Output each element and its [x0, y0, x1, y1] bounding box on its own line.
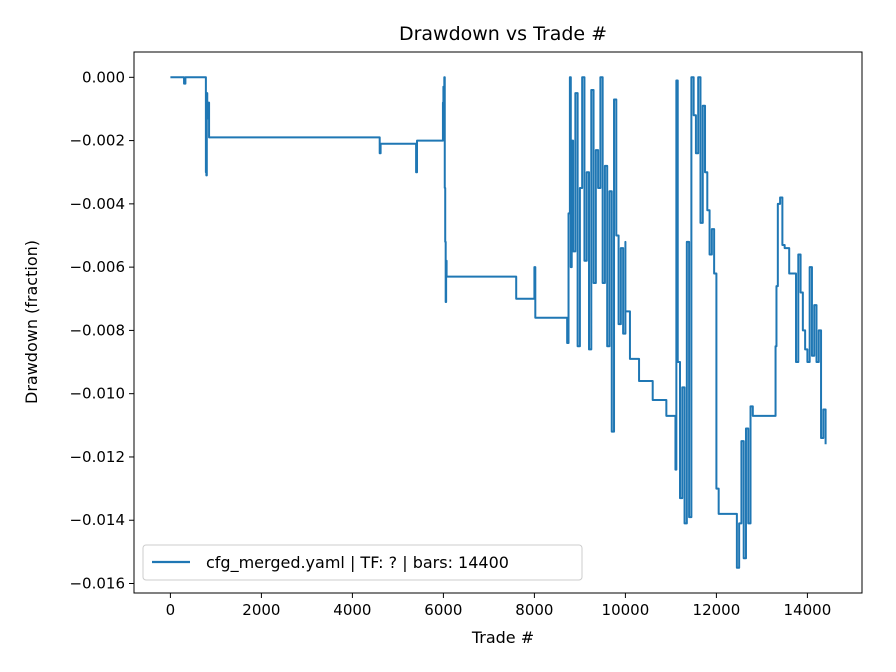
plot-background [134, 52, 862, 593]
chart-title: Drawdown vs Trade # [399, 23, 607, 45]
y-axis-label: Drawdown (fraction) [22, 240, 41, 404]
y-tick-label: −0.004 [69, 195, 125, 213]
x-tick-label: 6000 [424, 601, 462, 619]
y-tick-label: 0.000 [82, 68, 125, 86]
plot-frame [133, 51, 863, 594]
x-tick-label: 10000 [602, 601, 650, 619]
y-tick-label: −0.008 [69, 321, 125, 339]
legend-entry-label: cfg_merged.yaml | TF: ? | bars: 14400 [206, 553, 509, 573]
series-line-0 [170, 76, 827, 569]
x-axis-ticks: 0 2000 4000 6000 8000 10000 12000 14000 [166, 593, 832, 619]
y-tick-label: −0.014 [69, 511, 125, 529]
x-tick-label: 14000 [784, 601, 832, 619]
x-tick-label: 4000 [333, 601, 371, 619]
x-tick-label: 8000 [515, 601, 553, 619]
legend: cfg_merged.yaml | TF: ? | bars: 14400 [142, 544, 583, 581]
x-tick-label: 2000 [242, 601, 280, 619]
y-tick-label: −0.006 [69, 258, 125, 276]
y-axis-ticks: 0.000 −0.002 −0.004 −0.006 −0.008 −0.010 −0.01… [69, 68, 134, 593]
x-axis-label: Trade # [471, 628, 534, 647]
x-tick-label: 0 [166, 601, 176, 619]
y-tick-label: −0.016 [69, 575, 125, 593]
y-tick-label: −0.012 [69, 448, 125, 466]
x-tick-label: 12000 [693, 601, 741, 619]
series-group [170, 76, 827, 569]
legend-box [142, 544, 583, 581]
y-tick-label: −0.010 [69, 385, 125, 403]
plot-area [133, 51, 863, 594]
y-tick-label: −0.002 [69, 132, 125, 150]
